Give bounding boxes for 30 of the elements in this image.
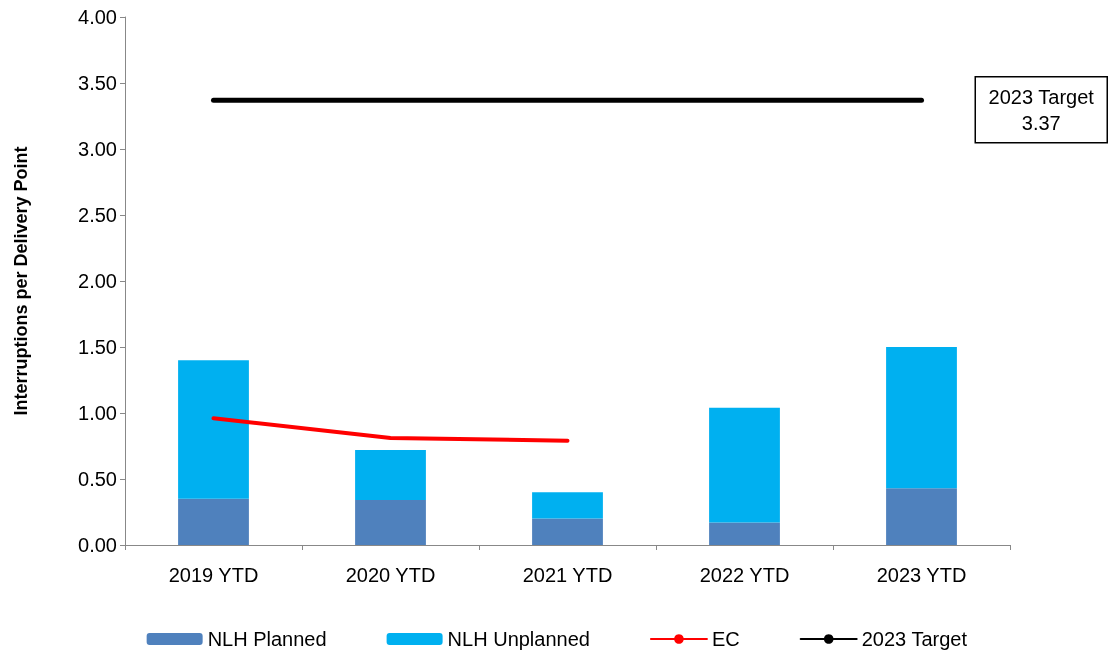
y-tick-label: 0.50 [78, 468, 117, 490]
legend-label: NLH Unplanned [447, 628, 590, 650]
annotation: 2023 Target 3.37 [988, 85, 1095, 134]
legend-label: EC [711, 628, 740, 650]
y-axis-title: Interruptions per Delivery Point [11, 146, 31, 416]
y-tick-label: 1.00 [78, 402, 117, 424]
bar [178, 498, 249, 545]
bar [886, 347, 957, 489]
bar [178, 360, 249, 499]
y-tick-label: 0.00 [78, 534, 117, 556]
bar [532, 492, 603, 519]
x-tick-label: 2020 YTD [345, 564, 436, 586]
bar [709, 407, 780, 523]
x-tick-label: 2022 YTD [699, 564, 790, 586]
bar [886, 488, 957, 545]
x-tick-label: 2021 YTD [522, 564, 613, 586]
y-tick-label: 2.00 [78, 270, 117, 292]
y-tick-label: 2.50 [78, 204, 117, 226]
x-tick-label: 2023 YTD [876, 564, 967, 586]
legend-label: 2023 Target [861, 628, 968, 650]
bar [355, 449, 426, 501]
y-tick-label: 3.50 [78, 72, 117, 94]
legend-label: NLH Planned [207, 628, 327, 650]
bar [532, 518, 603, 545]
y-tick-label: 3.00 [78, 138, 117, 160]
bar [355, 500, 426, 545]
y-tick-label: 1.50 [78, 336, 117, 358]
y-tick-label: 4.00 [78, 6, 117, 28]
bar [709, 522, 780, 545]
x-tick-label: 2019 YTD [168, 564, 259, 586]
